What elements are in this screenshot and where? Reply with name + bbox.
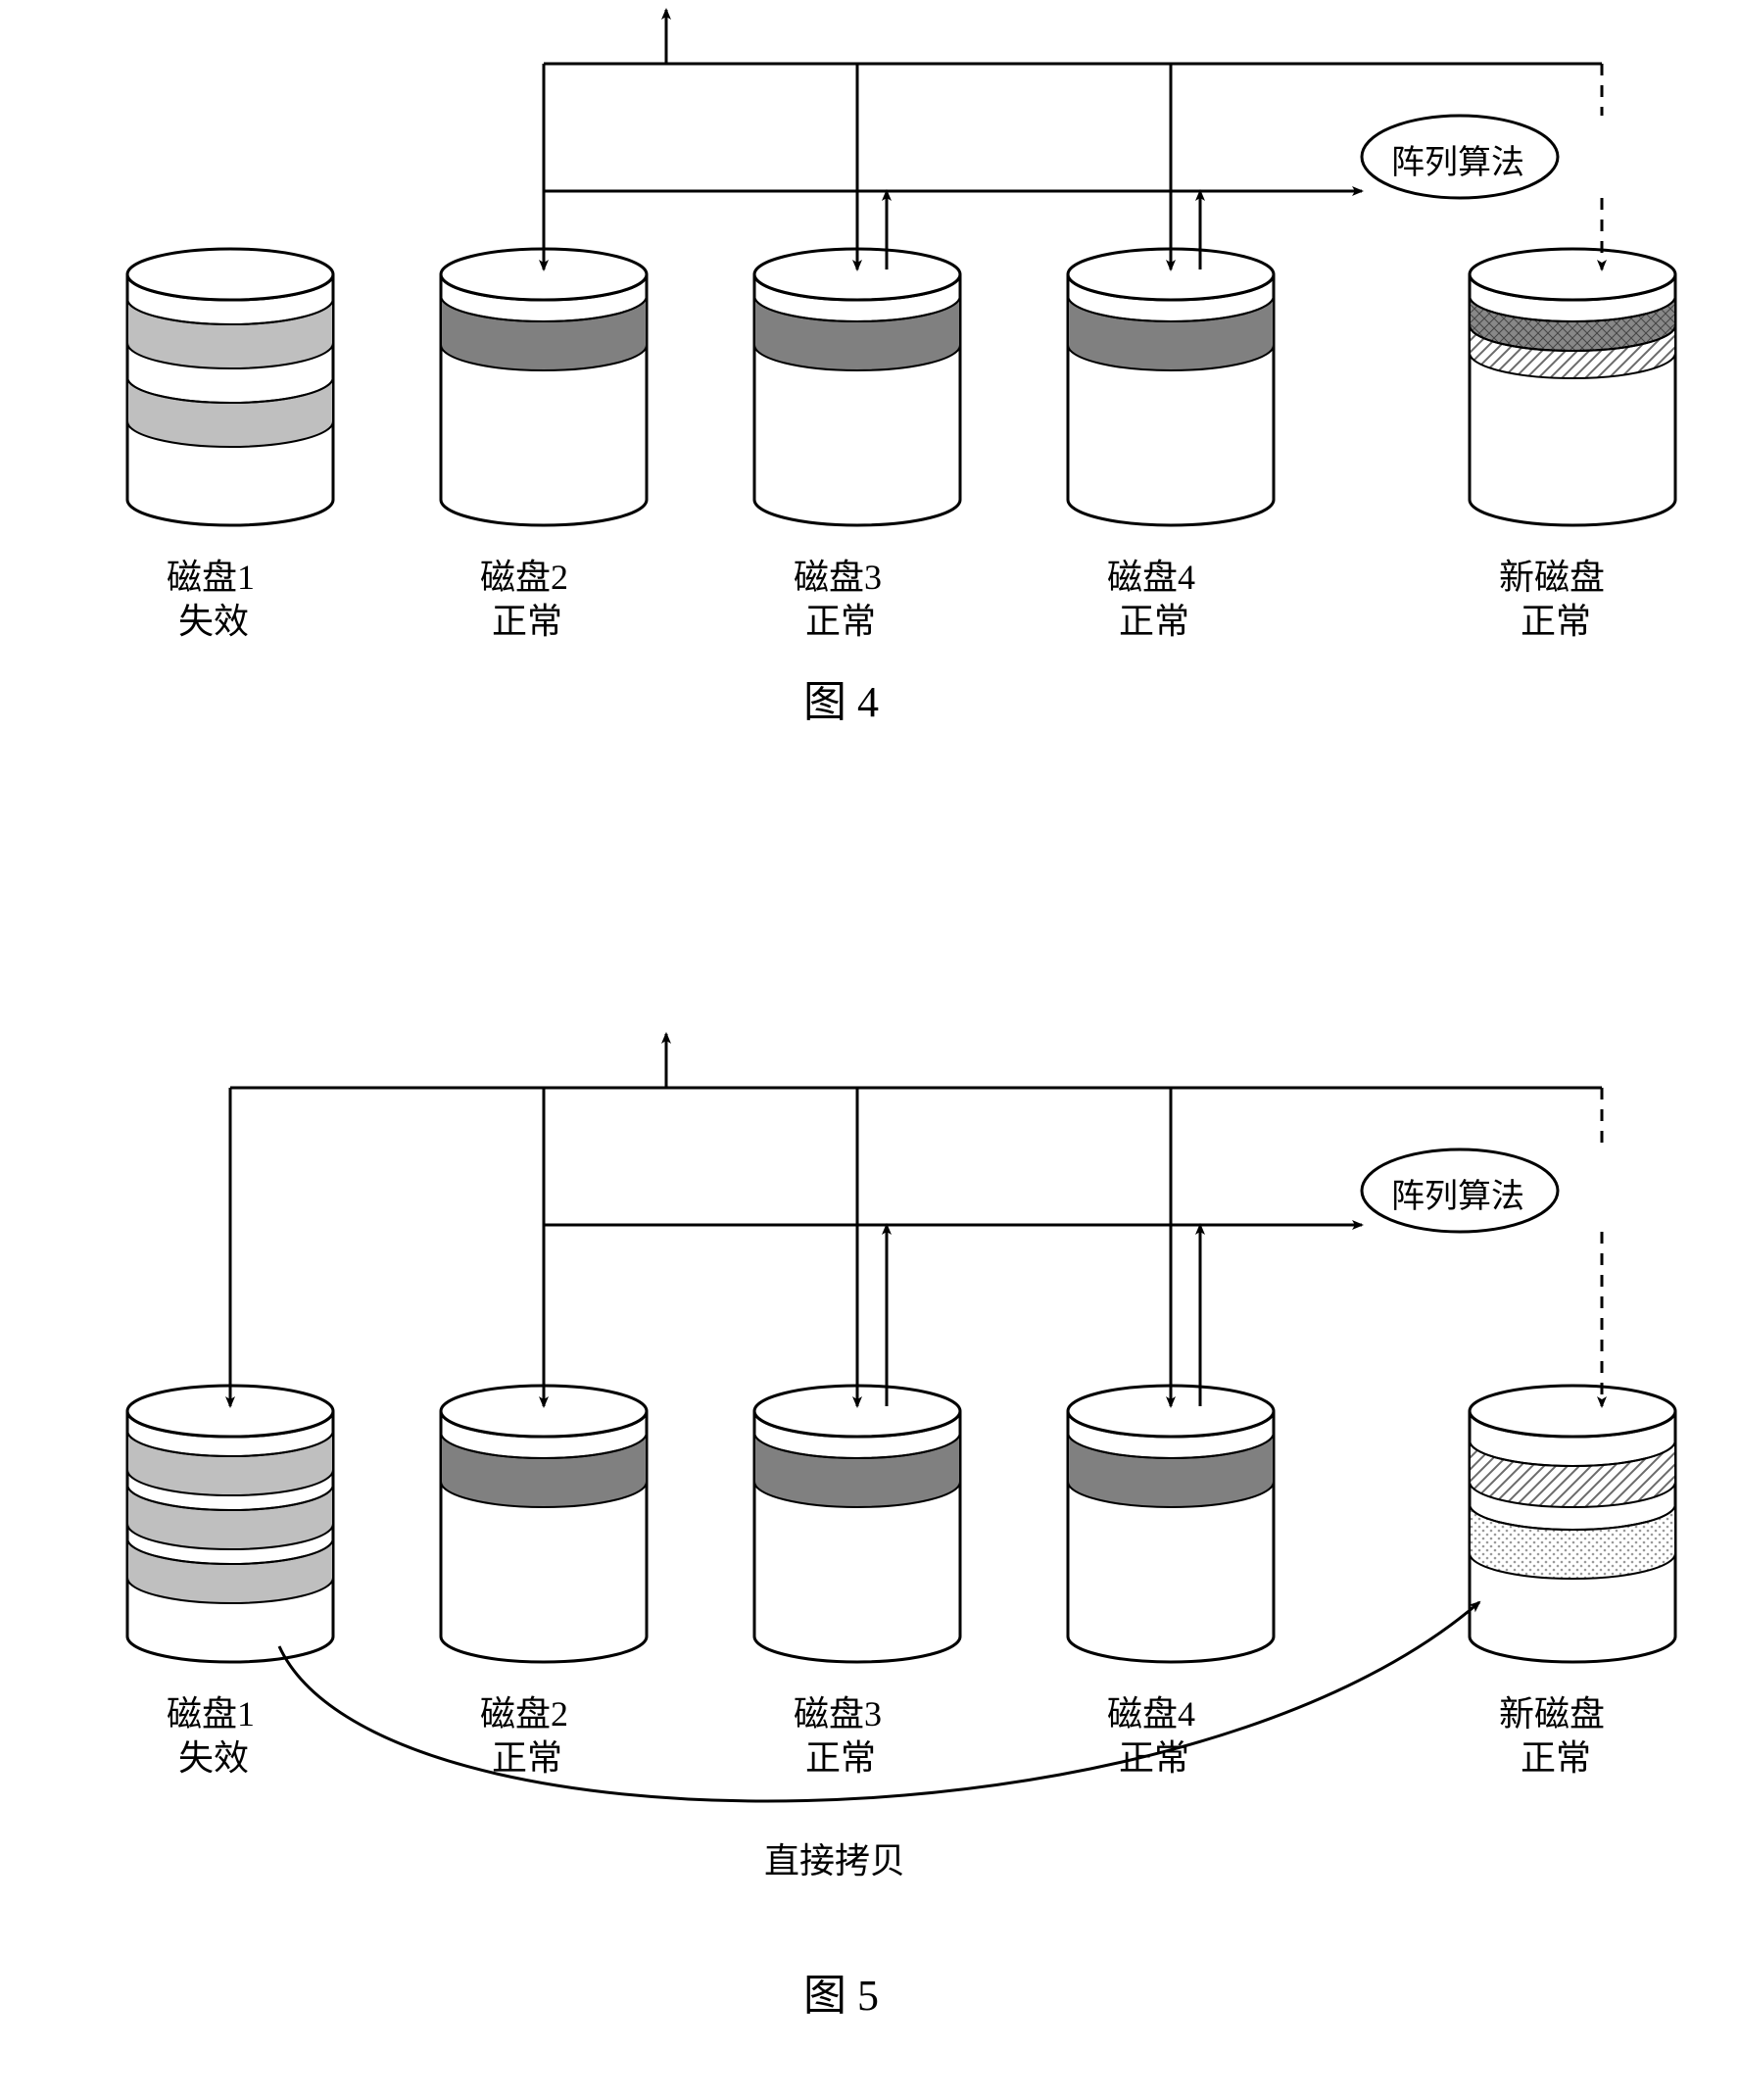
fig4-cylinders xyxy=(127,249,1675,525)
algo-label-fig4: 阵列算法 xyxy=(1391,135,1524,183)
disk4-status-fig5: 正常 xyxy=(1119,1730,1189,1781)
disk1-status-fig4: 失效 xyxy=(178,593,249,644)
fig5-caption: 图 5 xyxy=(803,1960,879,2023)
disk5-status-fig4: 正常 xyxy=(1521,593,1591,644)
disk2-status-fig5: 正常 xyxy=(492,1730,562,1781)
algo-label-fig5: 阵列算法 xyxy=(1391,1169,1524,1217)
disk5-status-fig5: 正常 xyxy=(1521,1730,1591,1781)
copy-label-fig5: 直接拷贝 xyxy=(764,1832,905,1883)
disk1-status-fig5: 失效 xyxy=(178,1730,249,1781)
disk2-status-fig4: 正常 xyxy=(492,593,562,644)
disk3-status-fig5: 正常 xyxy=(805,1730,876,1781)
fig5-cylinders xyxy=(127,1386,1675,1662)
disk3-status-fig4: 正常 xyxy=(805,593,876,644)
diagram-svg xyxy=(0,0,1739,2100)
fig4-caption: 图 4 xyxy=(803,666,879,729)
disk4-status-fig4: 正常 xyxy=(1119,593,1189,644)
page: 磁盘1 失效 磁盘2 正常 磁盘3 正常 磁盘4 正常 新磁盘 正常 阵列算法 … xyxy=(0,0,1739,2100)
